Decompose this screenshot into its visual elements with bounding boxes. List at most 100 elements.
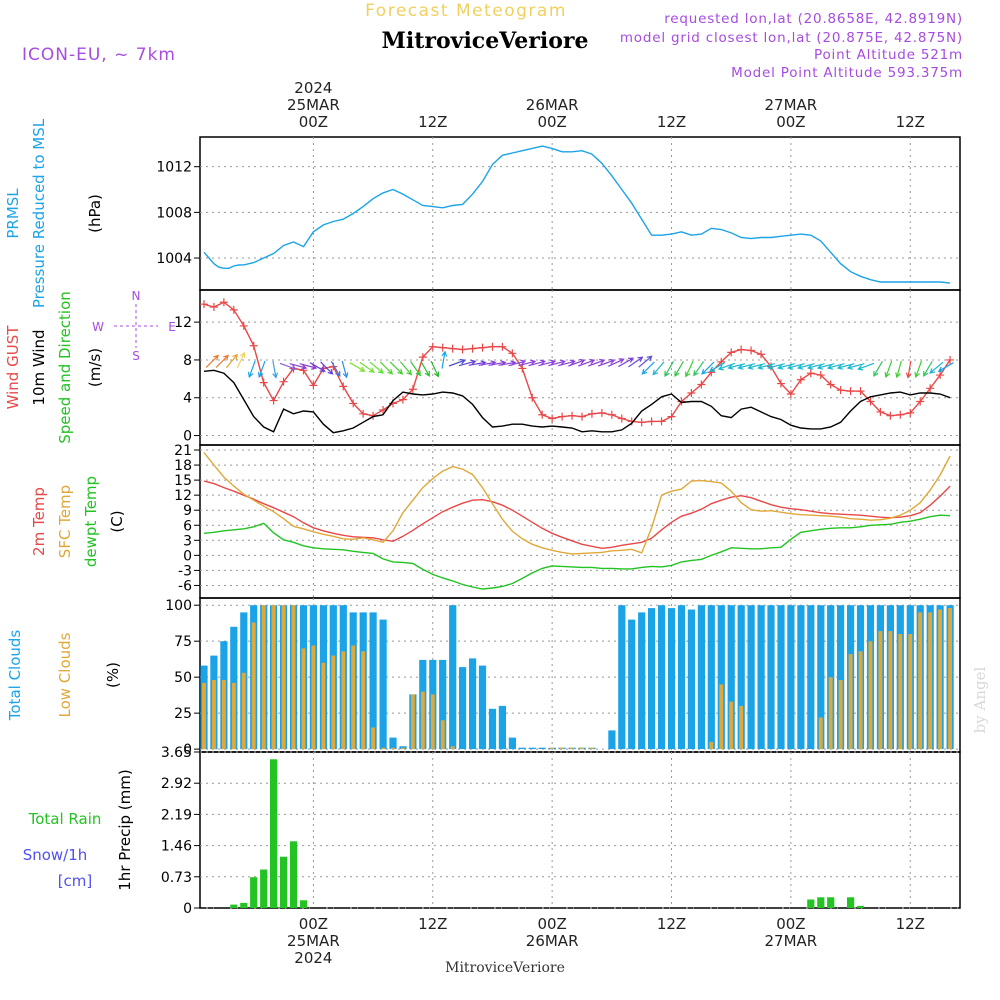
- wind-direction-arrow: [608, 358, 625, 367]
- gust-marker: [478, 343, 487, 352]
- y-unit-label: (%): [104, 662, 122, 688]
- gust-marker: [876, 407, 885, 416]
- gust-marker: [906, 408, 915, 417]
- time-tick-label: 00Z: [537, 915, 566, 933]
- wind-direction-arrow: [359, 361, 375, 373]
- y-tick-label: 6: [183, 518, 192, 534]
- time-tick-label: 00Z: [776, 915, 805, 933]
- gust-marker: [209, 303, 218, 312]
- gust-marker: [647, 417, 656, 426]
- y-tick-label: -6: [178, 578, 192, 594]
- bar-low-clouds: [311, 645, 316, 750]
- wind-direction-arrow: [873, 360, 883, 377]
- gust-marker: [687, 389, 696, 398]
- wind-direction-arrow: [369, 361, 384, 374]
- panel-4: 0 25 50 75 100 (%) Total Clouds Low Clouds: [6, 597, 961, 758]
- gust-marker: [597, 408, 606, 417]
- gust-marker: [637, 418, 646, 427]
- bar-total-rain: [280, 856, 288, 908]
- bar-low-clouds: [301, 648, 306, 750]
- y-tick-label: 2.92: [161, 776, 192, 792]
- bar-total-clouds: [618, 605, 626, 750]
- wind-direction-arrow: [674, 361, 684, 377]
- time-tick-label: 25MAR: [287, 96, 340, 114]
- wind-direction-arrow: [389, 361, 404, 375]
- y-tick-label: 1012: [156, 160, 192, 176]
- bar-total-clouds: [459, 667, 467, 750]
- wind-direction-arrow: [289, 363, 308, 370]
- bar-total-clouds: [797, 605, 805, 750]
- bar-low-clouds: [430, 694, 435, 750]
- panel-label: Total Clouds: [6, 630, 24, 722]
- bar-total-rain: [299, 900, 308, 908]
- panel-label: Wind GUST: [4, 325, 22, 410]
- y-unit-label: (m/s): [86, 348, 104, 387]
- wind-direction-arrow: [430, 360, 440, 378]
- wind-direction-arrow: [701, 361, 715, 375]
- panel-label: Total Rain: [28, 810, 102, 828]
- y-tick-label: 3.65: [161, 745, 192, 761]
- wind-direction-arrow: [538, 359, 557, 367]
- bar-low-clouds: [401, 747, 405, 750]
- gust-marker: [846, 387, 855, 396]
- bar-total-clouds: [827, 605, 835, 750]
- series-line-sfc-temp: [203, 452, 951, 555]
- wind-direction-arrow: [777, 363, 795, 370]
- panel-1: 1004 1008 1012 (hPa) PRMSL Pressure Reduced t…: [4, 118, 961, 308]
- model-name: ICON-EU, ~ 7km: [22, 45, 176, 65]
- bar-low-clouds: [202, 682, 206, 750]
- wind-direction-arrow: [685, 360, 694, 378]
- bar-low-clouds: [331, 655, 336, 750]
- gust-marker: [587, 409, 596, 418]
- bar-total-clouds: [508, 737, 516, 750]
- wind-direction-arrow: [399, 361, 413, 376]
- gust-marker: [936, 371, 945, 380]
- y-tick-label: 0: [183, 742, 192, 758]
- bar-low-clouds: [709, 741, 714, 750]
- wind-direction-arrow: [787, 363, 805, 370]
- wind-direction-arrow: [836, 363, 855, 370]
- wind-direction-arrow: [320, 361, 334, 375]
- gust-marker: [239, 321, 248, 330]
- y-tick-label: 0.73: [161, 870, 192, 886]
- time-tick-label: 12Z: [657, 915, 686, 933]
- gust-marker: [309, 381, 318, 390]
- y-unit-label: (C): [108, 510, 126, 532]
- gust-marker: [249, 341, 258, 350]
- wind-direction-arrow: [588, 358, 606, 367]
- bar-total-rain: [807, 899, 815, 908]
- bar-low-clouds: [570, 747, 574, 750]
- gust-marker: [518, 364, 527, 373]
- gust-marker: [607, 410, 616, 419]
- bar-total-clouds: [478, 665, 487, 750]
- requested-coords: requested lon,lat (20.8658E, 42.8919N): [664, 11, 963, 27]
- y-tick-label: 1008: [156, 205, 192, 221]
- y-tick-label: 15: [174, 473, 192, 489]
- bar-total-clouds: [528, 747, 536, 750]
- bar-low-clouds: [858, 651, 863, 750]
- wind-direction-arrow: [272, 360, 279, 379]
- time-tick-label: 12Z: [418, 915, 447, 933]
- y-tick-label: 12: [174, 488, 192, 504]
- wind-direction-arrow: [884, 360, 893, 379]
- wind-direction-arrow: [458, 359, 477, 367]
- bar-total-clouds: [697, 605, 705, 750]
- gust-marker: [199, 300, 208, 309]
- gust-marker: [269, 396, 278, 405]
- gust-marker: [617, 414, 626, 423]
- time-tick-label: 27MAR: [765, 96, 818, 114]
- time-tick-label: 2024: [294, 949, 332, 967]
- gust-marker: [488, 342, 497, 351]
- wind-direction-arrow: [937, 362, 954, 372]
- closest-coords: model grid closest lon,lat (20.875E, 42.…: [620, 30, 963, 46]
- gust-marker: [349, 399, 358, 408]
- panel-frame: [199, 444, 961, 599]
- bar-total-clouds: [439, 659, 447, 750]
- wind-direction-arrow: [528, 359, 546, 367]
- bar-low-clouds: [918, 612, 923, 750]
- wind-direction-arrow: [796, 363, 815, 370]
- bar-low-clouds: [291, 605, 296, 750]
- gust-marker: [408, 385, 417, 394]
